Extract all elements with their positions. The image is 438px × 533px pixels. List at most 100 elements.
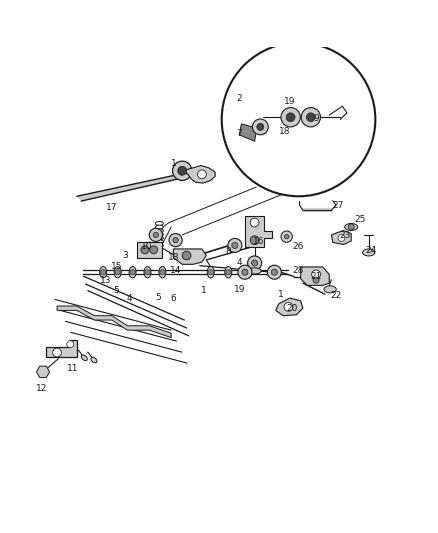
Text: 7: 7 (236, 129, 242, 138)
Text: 18: 18 (278, 127, 290, 136)
Circle shape (225, 270, 230, 275)
Circle shape (149, 228, 162, 241)
Circle shape (241, 269, 247, 275)
Circle shape (169, 233, 182, 247)
Ellipse shape (155, 240, 163, 244)
Ellipse shape (344, 223, 357, 230)
Ellipse shape (159, 266, 166, 278)
Ellipse shape (155, 225, 163, 229)
Circle shape (252, 119, 268, 135)
Ellipse shape (81, 355, 87, 361)
Text: 13: 13 (99, 276, 111, 285)
Circle shape (300, 108, 320, 127)
Polygon shape (331, 230, 350, 245)
Text: 3: 3 (122, 251, 128, 260)
Text: 4: 4 (236, 257, 241, 266)
Circle shape (182, 251, 191, 260)
Polygon shape (77, 174, 179, 201)
Ellipse shape (99, 266, 106, 278)
Polygon shape (244, 216, 272, 247)
Ellipse shape (247, 268, 261, 274)
Circle shape (312, 277, 318, 283)
Text: 19: 19 (233, 285, 244, 294)
Ellipse shape (114, 266, 121, 278)
Polygon shape (300, 267, 328, 285)
Text: 16: 16 (253, 237, 264, 246)
Text: 26: 26 (292, 242, 304, 251)
Text: 15: 15 (110, 262, 122, 271)
Text: 22: 22 (329, 290, 341, 300)
Text: 19: 19 (283, 98, 295, 107)
Circle shape (172, 161, 191, 181)
Circle shape (197, 170, 206, 179)
Ellipse shape (241, 266, 248, 278)
Circle shape (283, 303, 292, 311)
Circle shape (53, 348, 61, 357)
Text: 12: 12 (36, 384, 47, 393)
Circle shape (67, 341, 74, 348)
Circle shape (247, 256, 261, 270)
Circle shape (130, 270, 135, 275)
Text: 23: 23 (338, 231, 350, 240)
Circle shape (267, 265, 281, 279)
Circle shape (221, 43, 374, 196)
Text: 2: 2 (236, 94, 241, 103)
Ellipse shape (129, 266, 136, 278)
Text: 14: 14 (170, 266, 181, 276)
Text: 8: 8 (225, 247, 231, 256)
Circle shape (250, 236, 258, 245)
Ellipse shape (155, 236, 163, 240)
Text: 27: 27 (332, 200, 343, 209)
Circle shape (306, 113, 314, 122)
Text: 21: 21 (310, 272, 321, 281)
Text: 1: 1 (170, 159, 176, 168)
Circle shape (347, 224, 353, 230)
Text: 1: 1 (277, 289, 283, 298)
Ellipse shape (362, 249, 374, 256)
Polygon shape (173, 249, 206, 264)
Circle shape (208, 270, 213, 275)
Ellipse shape (323, 286, 336, 293)
Circle shape (311, 270, 320, 279)
Text: 25: 25 (353, 215, 365, 224)
Circle shape (153, 232, 158, 238)
Ellipse shape (207, 266, 214, 278)
Circle shape (337, 235, 344, 241)
Polygon shape (57, 306, 171, 337)
Circle shape (250, 218, 258, 227)
Circle shape (145, 270, 150, 275)
Circle shape (227, 238, 241, 253)
Text: 18: 18 (167, 253, 179, 262)
Text: 1: 1 (201, 286, 207, 295)
Circle shape (280, 108, 300, 127)
Polygon shape (46, 340, 77, 357)
Polygon shape (275, 298, 302, 316)
Polygon shape (137, 242, 161, 258)
Circle shape (271, 269, 277, 275)
Text: 5: 5 (113, 286, 119, 295)
Polygon shape (36, 366, 49, 377)
Circle shape (159, 270, 165, 275)
Text: 10: 10 (141, 242, 152, 251)
Ellipse shape (144, 266, 151, 278)
Text: 5: 5 (155, 293, 161, 302)
Circle shape (177, 166, 186, 175)
Text: 20: 20 (286, 304, 297, 313)
Polygon shape (182, 166, 215, 183)
Circle shape (115, 270, 120, 275)
Text: 6: 6 (170, 294, 176, 303)
Circle shape (280, 231, 292, 243)
Ellipse shape (155, 222, 163, 225)
Circle shape (173, 238, 178, 243)
Circle shape (141, 246, 148, 254)
Circle shape (286, 113, 294, 122)
Ellipse shape (155, 229, 163, 233)
Circle shape (284, 235, 288, 239)
Text: 9: 9 (312, 114, 318, 123)
Circle shape (100, 270, 106, 275)
Circle shape (256, 123, 263, 131)
Ellipse shape (91, 357, 97, 363)
Circle shape (149, 246, 157, 254)
Text: 17: 17 (106, 203, 117, 212)
Ellipse shape (155, 232, 163, 237)
